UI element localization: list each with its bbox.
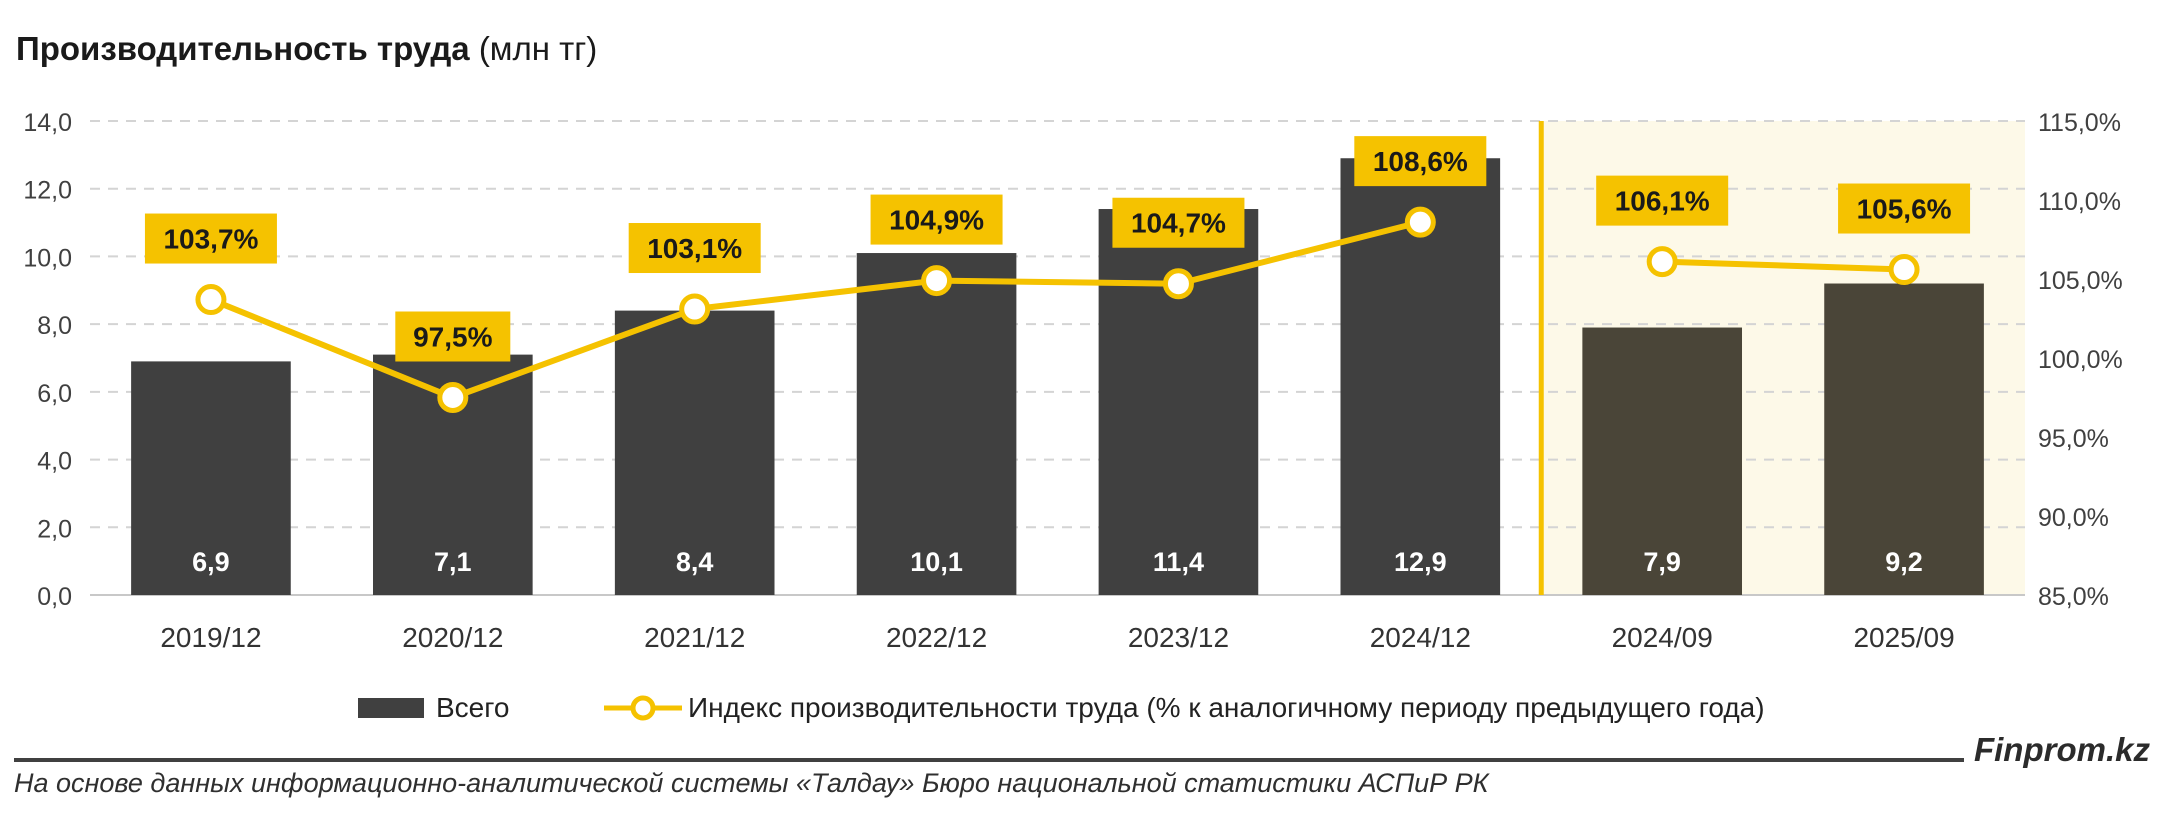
y-right-tick-label: 105,0% [2038, 267, 2123, 295]
index-point [1646, 246, 1678, 278]
bar-value-label: 12,9 [1394, 547, 1447, 577]
x-tick-label: 2020/12 [402, 622, 503, 653]
index-label-bg [1596, 175, 1729, 226]
bar [131, 361, 291, 595]
index-label-bg [1112, 197, 1245, 248]
bar [1582, 327, 1743, 595]
index-label-bg [628, 223, 761, 274]
index-value-label: 105,6% [1857, 194, 1952, 225]
chart-title-main: Производительность труда [16, 30, 470, 67]
x-tick-label: 2022/12 [886, 622, 987, 653]
bar-value-label: 8,4 [676, 547, 714, 577]
y-right-tick-label: 115,0% [2038, 109, 2121, 137]
chart-title: Производительность труда (млн тг) [16, 30, 597, 68]
index-line [1662, 258, 1905, 273]
index-point [679, 293, 711, 325]
index-value-label: 104,9% [889, 205, 984, 236]
index-value-label: 97,5% [413, 322, 492, 353]
bar-value-label: 7,1 [434, 547, 472, 577]
footer-divider [14, 758, 1964, 762]
index-label-bg [1354, 136, 1487, 187]
index-line [209, 219, 1422, 401]
bar-value-label: 9,2 [1885, 547, 1923, 577]
index-point [1162, 268, 1194, 300]
index-value-label: 108,6% [1373, 146, 1468, 177]
chart: 0,0 2,0 4,0 6,0 8,0 10,0 12,0 14,0 85,0% 90,0% 95,… [23, 109, 2123, 653]
legend-line-label: Индекс производительности труда (% к ана… [688, 692, 1765, 723]
index-value-label: 104,7% [1131, 208, 1226, 239]
index-point [921, 265, 953, 297]
y-left-tick-label: 6,0 [37, 380, 72, 408]
y-right-tick-label: 110,0% [2038, 188, 2121, 216]
chart-title-unit: (млн тг) [478, 30, 598, 67]
index-value-label: 106,1% [1615, 186, 1710, 217]
x-tick-label: 2024/12 [1370, 622, 1471, 653]
brand-logo: Finprom.kz [1973, 731, 2150, 768]
bar-value-label: 10,1 [910, 547, 963, 577]
y-left-tick-label: 8,0 [37, 312, 72, 340]
bar-value-label: 6,9 [192, 547, 230, 577]
bar [1824, 283, 1984, 595]
legend-item-bar: Всего [358, 686, 509, 730]
legend-bar-swatch [358, 698, 424, 718]
index-label-bg [144, 213, 277, 264]
index-label-bg [870, 194, 1003, 245]
bar [614, 310, 775, 595]
x-tick-label: 2024/09 [1612, 622, 1713, 653]
index-point [437, 382, 469, 413]
y-left-tick-label: 10,0 [23, 244, 72, 272]
y-left-tick-label: 2,0 [37, 515, 72, 543]
index-point [1404, 206, 1436, 238]
x-tick-label: 2021/12 [644, 622, 745, 653]
legend-item-line: Индекс производительности труда (% к ана… [604, 686, 1765, 730]
legend: Всего Индекс производительности труда (%… [0, 686, 2160, 730]
bar-value-label: 11,4 [1153, 547, 1204, 577]
y-left-tick-label: 0,0 [37, 583, 72, 611]
y-right-tick-label: 100,0% [2038, 346, 2123, 374]
y-left-tick-label: 12,0 [23, 177, 72, 205]
legend-line-swatch [604, 695, 682, 721]
bar [856, 253, 1017, 596]
x-tick-label: 2025/09 [1853, 622, 1954, 653]
legend-bar-label: Всего [436, 692, 510, 723]
index-label-bg [1838, 183, 1971, 234]
y-right-tick-label: 85,0% [2038, 583, 2109, 611]
x-tick-label: 2023/12 [1128, 622, 1229, 653]
source-note: На основе данных информационно-аналитиче… [14, 768, 1489, 798]
y-right-tick-label: 90,0% [2038, 504, 2109, 532]
index-value-label: 103,1% [647, 233, 742, 264]
y-left-tick-label: 14,0 [23, 109, 72, 137]
index-point [195, 284, 227, 316]
x-tick-label: 2019/12 [160, 622, 261, 653]
y-left-tick-label: 4,0 [37, 448, 72, 476]
y-right-tick-label: 95,0% [2038, 425, 2109, 453]
index-label-bg [395, 311, 511, 362]
index-value-label: 103,7% [163, 224, 258, 255]
index-point [1888, 254, 1920, 286]
bar-value-label: 7,9 [1643, 547, 1681, 577]
